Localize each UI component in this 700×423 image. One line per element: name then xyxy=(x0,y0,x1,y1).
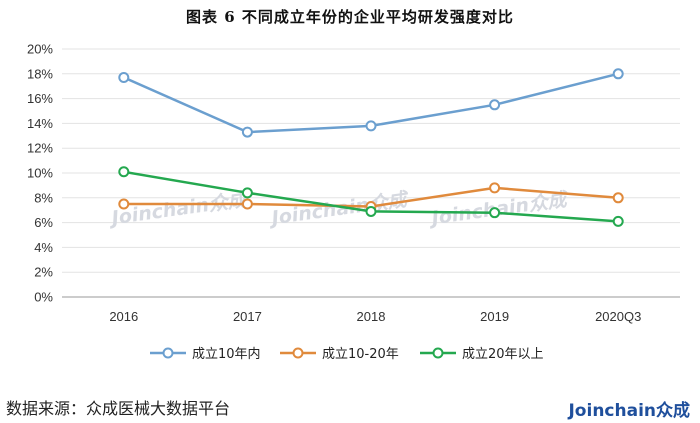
y-tick-label: 6% xyxy=(34,215,53,230)
legend-label: 成立20年以上 xyxy=(462,347,544,362)
brand-logo: Joinchain众成 xyxy=(568,401,690,421)
y-tick-label: 4% xyxy=(34,240,53,255)
data-point xyxy=(489,207,501,219)
legend-label: 成立10-20年 xyxy=(322,347,399,362)
grid-lines xyxy=(62,48,680,298)
line-chart: 0%2%4%6%8%10%12%14%16%18%20% 2016 2017 201… xyxy=(27,42,680,362)
data-point xyxy=(489,99,501,111)
legend: 成立10年内 成立10-20年 成立20年以上 xyxy=(150,346,544,362)
data-point xyxy=(612,192,624,204)
y-tick-label: 10% xyxy=(27,166,53,181)
data-point xyxy=(118,166,130,178)
legend-marker xyxy=(432,347,444,359)
source-note: 数据来源：众成医械大数据平台 xyxy=(6,399,231,418)
legend-label: 成立10年内 xyxy=(192,346,261,362)
watermark: Joinchain众成 xyxy=(106,188,250,230)
legend-marker xyxy=(292,347,304,359)
x-axis: 2016 2017 2018 2019 2020Q3 xyxy=(109,309,641,324)
watermarks: Joinchain众成 Joinchain众成 Joinchain众成 xyxy=(106,188,570,230)
x-tick-label: 2020Q3 xyxy=(595,309,641,324)
data-point xyxy=(612,68,624,80)
y-tick-label: 16% xyxy=(27,91,53,106)
x-tick-label: 2019 xyxy=(480,309,509,324)
legend-marker xyxy=(162,347,174,359)
y-tick-label: 0% xyxy=(34,290,53,305)
data-point xyxy=(241,187,253,199)
data-point xyxy=(118,198,130,210)
y-tick-label: 12% xyxy=(27,141,53,156)
y-tick-label: 14% xyxy=(27,116,53,131)
y-tick-label: 18% xyxy=(27,66,53,81)
data-point xyxy=(489,182,501,194)
chart-title: 图表 6 不同成立年份的企业平均研发强度对比 xyxy=(186,8,514,26)
x-tick-label: 2017 xyxy=(233,309,262,324)
x-tick-label: 2018 xyxy=(357,309,386,324)
watermark: Joinchain众成 xyxy=(266,188,410,230)
y-tick-label: 8% xyxy=(34,190,53,205)
data-point xyxy=(365,205,377,217)
y-axis: 0% 2% 4% 6% 8% 10% 12% 14% 16% 18% 20% xyxy=(27,42,53,305)
data-point xyxy=(241,198,253,210)
data-point xyxy=(118,72,130,84)
data-point xyxy=(612,215,624,227)
series-lines xyxy=(118,68,624,227)
y-tick-label: 20% xyxy=(27,42,53,57)
data-point xyxy=(365,120,377,132)
data-point xyxy=(241,126,253,138)
x-tick-label: 2016 xyxy=(109,309,138,324)
y-tick-label: 2% xyxy=(34,265,53,280)
